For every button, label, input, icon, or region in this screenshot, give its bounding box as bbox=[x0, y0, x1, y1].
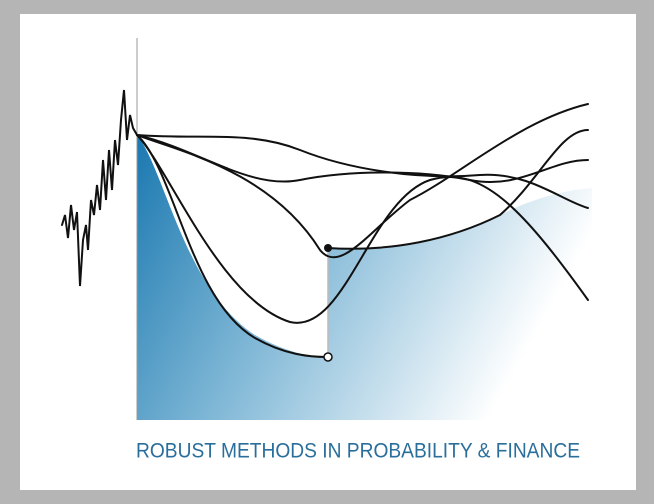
jump-end bbox=[324, 353, 332, 361]
logo-frame: ROBUST METHODS IN PROBABILITY & FINANCE bbox=[0, 0, 654, 504]
caption: ROBUST METHODS IN PROBABILITY & FINANCE bbox=[136, 440, 580, 463]
jump-start bbox=[324, 244, 332, 252]
